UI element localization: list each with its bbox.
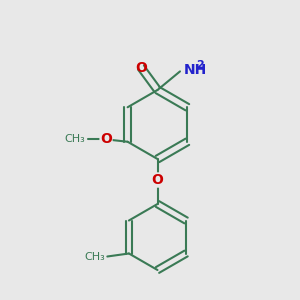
Text: O: O — [100, 132, 112, 146]
Text: O: O — [152, 173, 164, 187]
Text: 2: 2 — [196, 61, 204, 70]
Text: CH₃: CH₃ — [64, 134, 85, 144]
Text: O: O — [135, 61, 147, 74]
Text: CH₃: CH₃ — [84, 251, 105, 262]
Text: NH: NH — [184, 63, 207, 77]
